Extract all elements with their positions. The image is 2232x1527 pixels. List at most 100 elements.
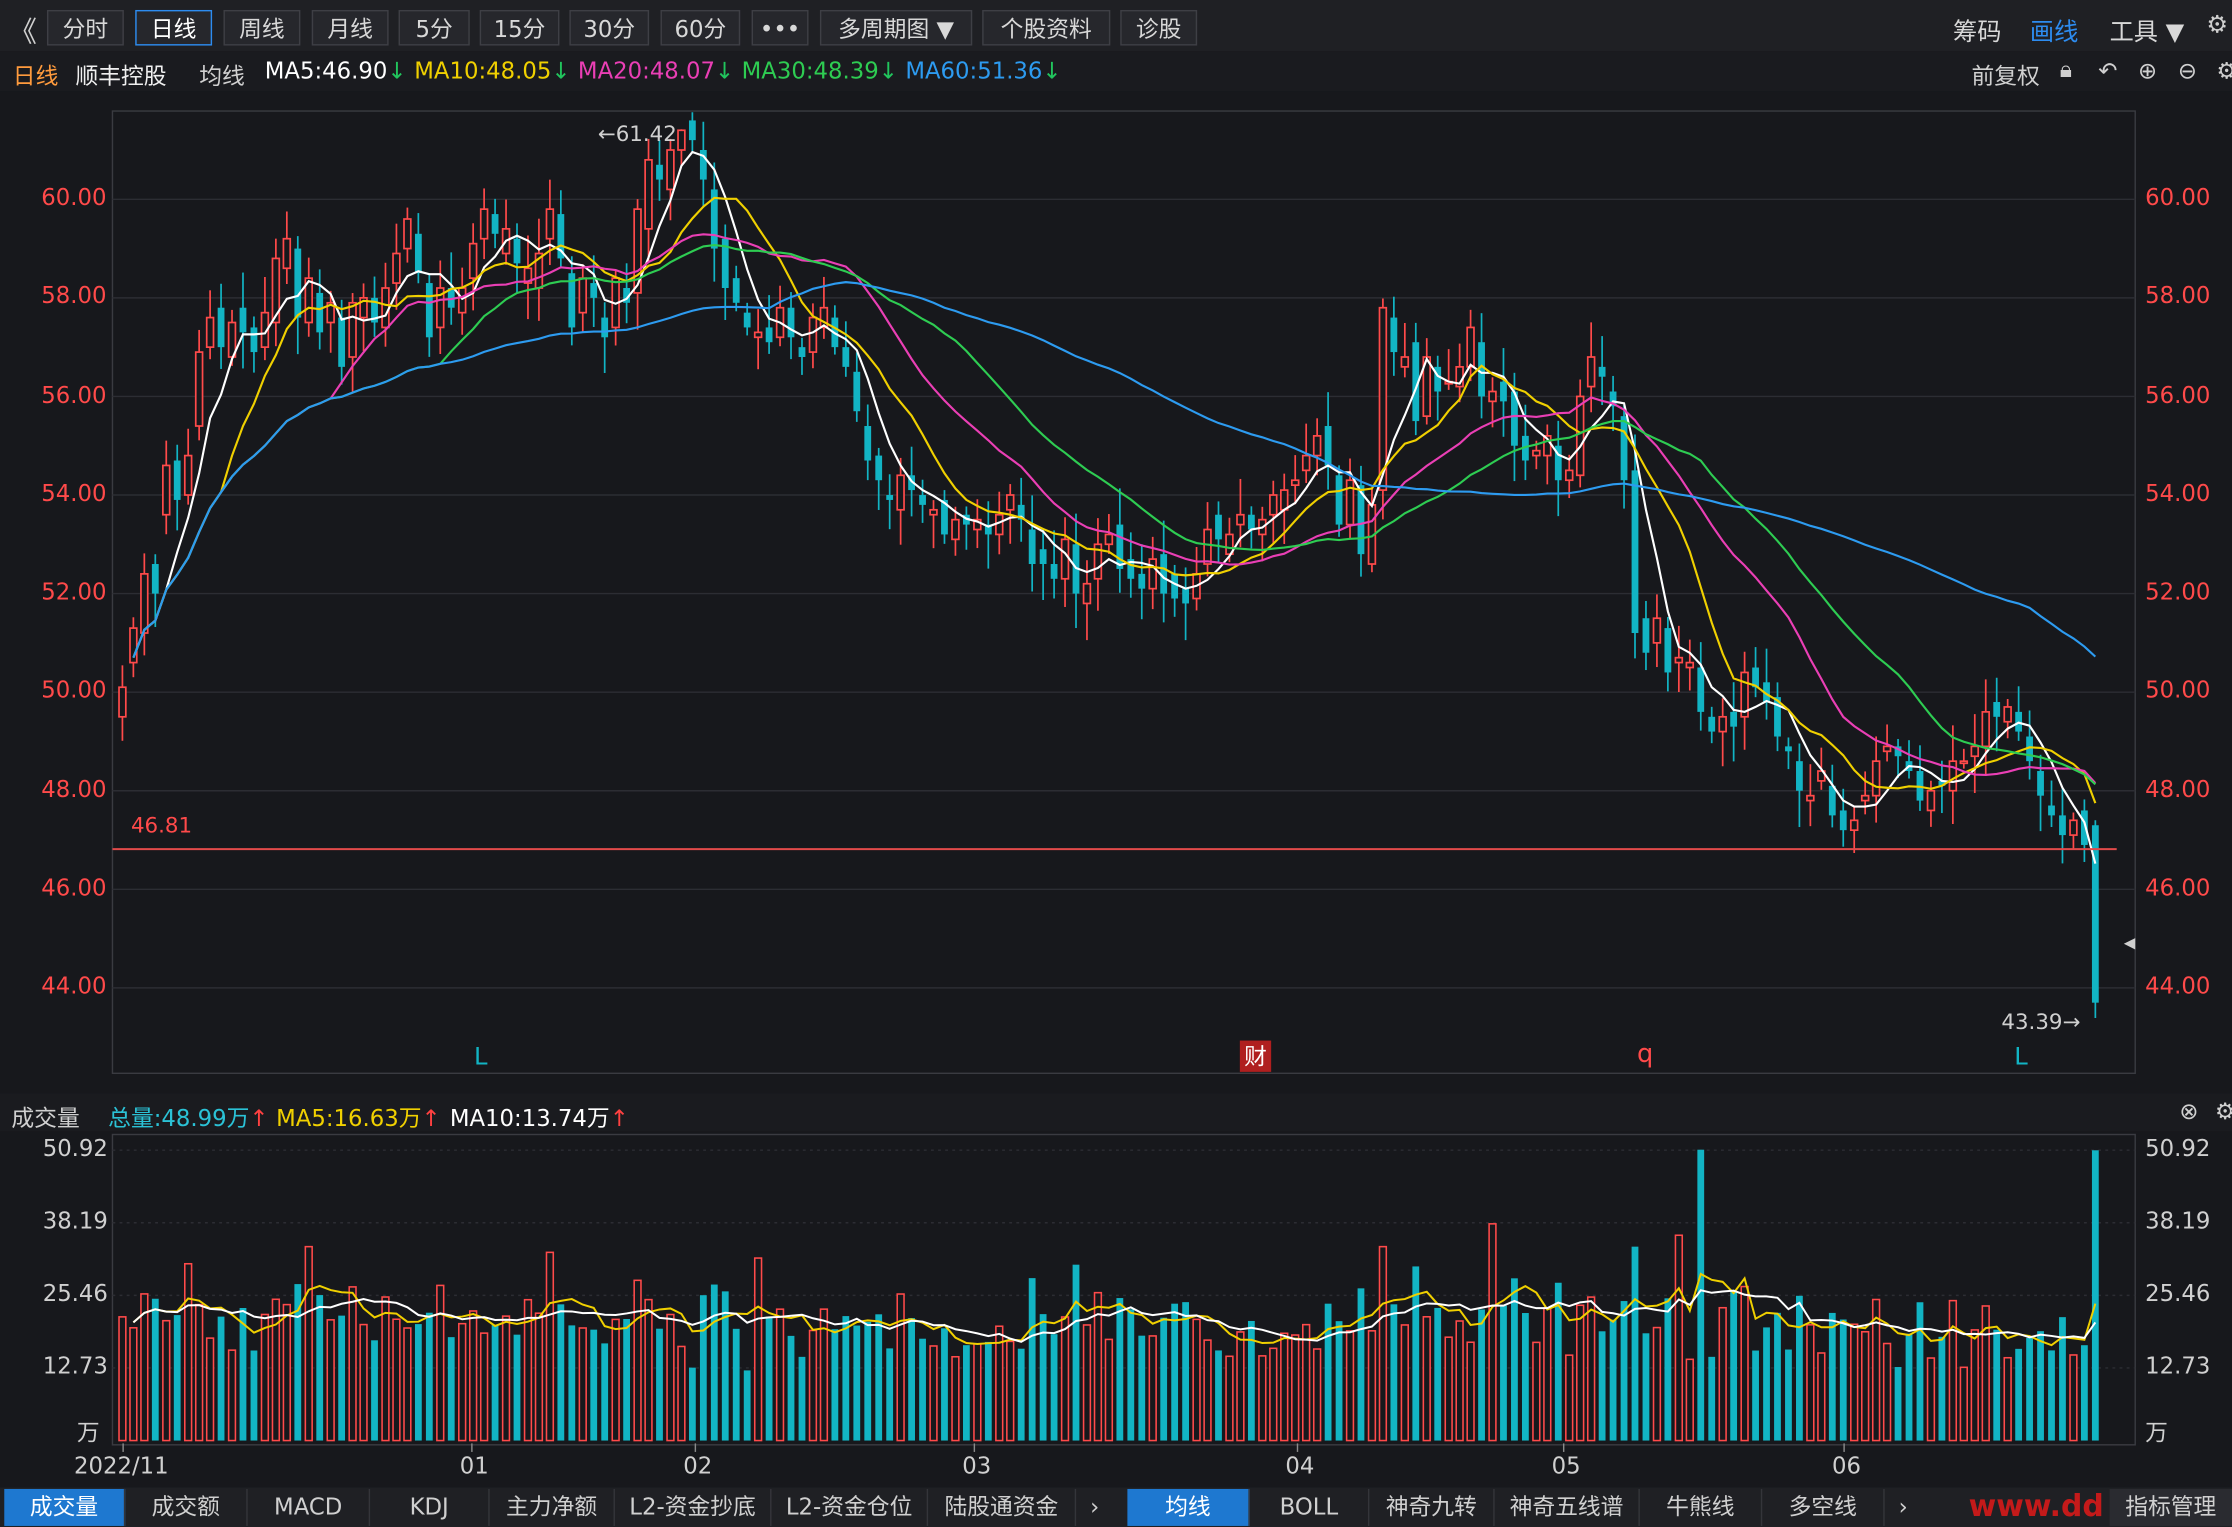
date-tick: 06 (1832, 1451, 1861, 1479)
volume-bar-down (875, 1314, 883, 1441)
undo-icon[interactable]: ↶ (2098, 56, 2118, 84)
collapse-panel-icon[interactable]: 《 (8, 14, 38, 49)
candle-body-up (753, 331, 763, 339)
tabs-more-left-icon[interactable]: › (1090, 1493, 1100, 1521)
tools-dropdown[interactable]: 工具 ▼ (2109, 18, 2185, 47)
stock-profile-button[interactable]: 个股资料 (982, 9, 1111, 46)
volume-bar-up (205, 1337, 215, 1442)
volume-bar-down (1839, 1319, 1847, 1441)
volume-bar-up (1959, 1366, 1968, 1442)
candle-body-down (294, 248, 302, 318)
candle-body-down (2059, 815, 2066, 836)
price-panel (0, 91, 2232, 1094)
candle-body-up (205, 316, 215, 349)
volume-bar-up (1806, 1324, 1815, 1442)
period-button-monthly[interactable]: 月线 (311, 9, 389, 46)
tab-long-short[interactable]: 多空线 (1762, 1488, 1885, 1526)
gear-icon[interactable]: ⚙ (2206, 11, 2229, 40)
candle-body-down (1171, 573, 1179, 599)
volume-bar-down (656, 1328, 663, 1441)
close-volume-icon[interactable]: ⊗ (2179, 1097, 2199, 1125)
ma5-line (132, 150, 2097, 864)
multi-period-dropdown[interactable]: 多周期图 ▼ (819, 9, 973, 46)
candle-body-down (1478, 342, 1485, 397)
chips-button[interactable]: 筹码 (1953, 18, 2002, 47)
period-button-30min[interactable]: 30分 (569, 9, 650, 46)
draw-line-button[interactable]: 画线 (2029, 18, 2079, 47)
tab-volume[interactable]: 成交量 (4, 1488, 126, 1526)
period-label: 日线 (12, 62, 59, 90)
volume-bar-up (545, 1251, 555, 1442)
volume-chart[interactable] (0, 1132, 2232, 1488)
volume-tick-right: 38.19 (2145, 1207, 2211, 1235)
tab-boll[interactable]: BOLL (1250, 1488, 1370, 1526)
period-button-60min[interactable]: 60分 (660, 9, 741, 46)
candle-body-up (129, 627, 138, 664)
volume-bar-down (1894, 1367, 1902, 1441)
volume-bar-down (831, 1329, 839, 1441)
price-adjust-toggle[interactable]: 前复权 (1971, 62, 2040, 90)
volume-bar-down (2026, 1337, 2033, 1441)
volume-bar-up (1718, 1306, 1727, 1442)
volume-bar-down (1708, 1356, 1716, 1441)
candle-body-down (1796, 761, 1803, 791)
volume-bar-up (184, 1262, 193, 1442)
tab-main-net[interactable]: 主力净额 (490, 1488, 615, 1526)
tab-l2-position[interactable]: L2-资金仓位 (772, 1488, 929, 1526)
volume-bar-up (359, 1323, 368, 1442)
volume-bar-up (1926, 1357, 1936, 1442)
candle-body-down (798, 347, 806, 358)
period-button-5min[interactable]: 5分 (398, 9, 470, 46)
candle-body-down (2037, 771, 2044, 796)
candlestick-chart[interactable]: 46.81 ←61.42 43.39→ L 财 q L (0, 91, 2232, 1093)
settings-icon[interactable]: ⚙ (2216, 57, 2232, 84)
zoom-out-icon[interactable]: ⊖ (2177, 56, 2197, 84)
diagnose-button[interactable]: 诊股 (1120, 9, 1198, 46)
volume-bar-up (1488, 1223, 1497, 1442)
volume-bar-up (1006, 1340, 1015, 1442)
indicator-manage-button[interactable]: 指标管理 (2109, 1488, 2232, 1526)
candle-body-down (1357, 485, 1365, 555)
period-button-15min[interactable]: 15分 (479, 9, 560, 46)
tab-turnover[interactable]: 成交额 (125, 1488, 248, 1526)
tab-l2-bottom-fishing[interactable]: L2-资金抄底 (615, 1488, 772, 1526)
price-tick-right: 50.00 (2145, 676, 2211, 704)
tab-magic-nine[interactable]: 神奇九转 (1369, 1488, 1495, 1526)
tab-northbound[interactable]: 陆股通资金 (928, 1488, 1077, 1526)
volume-bar-up (1203, 1339, 1212, 1442)
zoom-in-icon[interactable]: ⊕ (2138, 56, 2158, 84)
tab-macd[interactable]: MACD (248, 1488, 371, 1526)
candle-body-down (919, 495, 926, 505)
candle-body-down (601, 317, 609, 338)
candle-body-down (173, 460, 181, 500)
tab-magic-five-lines[interactable]: 神奇五线谱 (1495, 1488, 1640, 1526)
volume-bar-up (304, 1245, 313, 1442)
tab-kdj[interactable]: KDJ (370, 1488, 490, 1526)
volume-bar-up (1225, 1355, 1234, 1442)
period-button-intraday[interactable]: 分时 (46, 9, 124, 46)
period-button-weekly[interactable]: 周线 (223, 9, 301, 46)
more-periods-button[interactable]: ••• (751, 9, 809, 46)
period-button-daily[interactable]: 日线 (135, 9, 213, 46)
tab-ma[interactable]: 均线 (1127, 1488, 1250, 1526)
candle-body-up (1575, 395, 1585, 477)
volume-ma10: MA10:13.74万↑ (449, 1104, 629, 1132)
ma10-line (132, 196, 2097, 804)
candle-body-up (1860, 794, 1870, 802)
avg-line-label[interactable]: 均线 (199, 62, 245, 90)
candle-body-down (1785, 746, 1792, 752)
tabs-more-right-icon[interactable]: › (1898, 1493, 1908, 1521)
candle-body-down (2080, 810, 2088, 845)
volume-bar-up (1455, 1320, 1464, 1442)
lock-icon[interactable]: 🔒︎ (2059, 55, 2072, 83)
volume-bar-up (326, 1319, 335, 1442)
candle-body-up (951, 518, 960, 541)
volume-bar-down (447, 1337, 455, 1441)
tab-bull-bear[interactable]: 牛熊线 (1640, 1488, 1763, 1526)
volume-settings-icon[interactable]: ⚙ (2215, 1097, 2232, 1124)
volume-bar-down (1554, 1282, 1562, 1441)
volume-bar-up (1543, 1307, 1552, 1442)
volume-bar-down (1500, 1305, 1507, 1441)
candle-body-down (491, 214, 499, 234)
date-tick-mark (1296, 1443, 1299, 1452)
